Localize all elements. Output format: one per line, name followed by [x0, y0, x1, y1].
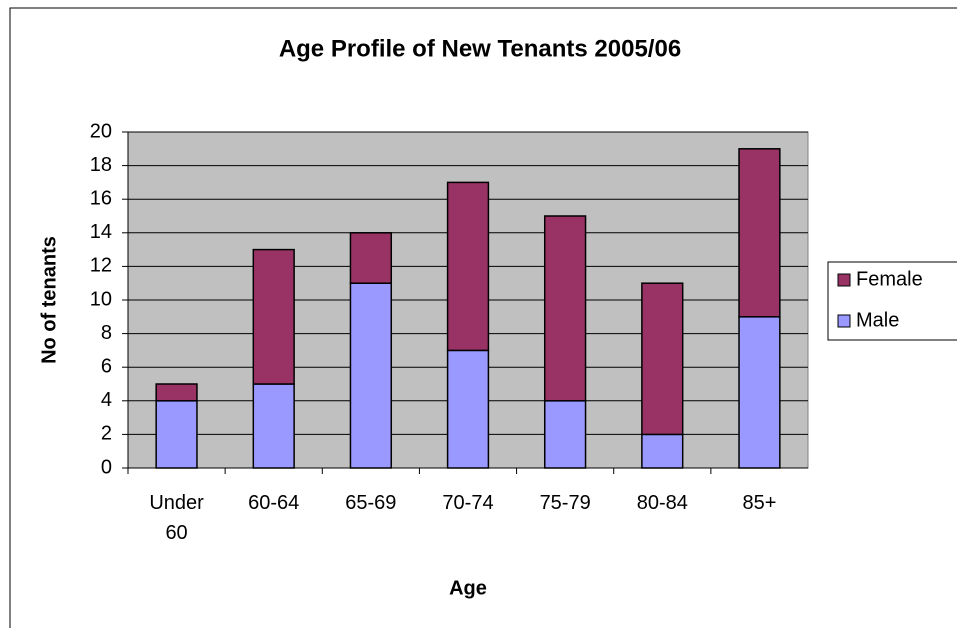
y-tick-label: 8	[101, 322, 112, 344]
x-tick-label: 60-64	[248, 492, 300, 514]
x-tick-label: 75-79	[539, 492, 591, 514]
y-tick-label: 18	[90, 154, 112, 176]
bar-segment	[155, 400, 198, 469]
bar-segment	[543, 400, 587, 469]
bar-segment	[641, 433, 684, 469]
bar-segment	[252, 383, 295, 469]
bar-segment	[446, 181, 490, 352]
y-tick-label: 14	[90, 221, 112, 243]
y-tick-label: 6	[101, 355, 112, 377]
x-tick-label: 70-74	[442, 492, 494, 514]
legend-label: Female	[856, 268, 923, 290]
bar-segment	[641, 282, 684, 436]
y-tick-label: 20	[90, 120, 112, 142]
x-tick-label: 65-69	[345, 492, 397, 514]
y-axis-label: No of tenants	[38, 236, 60, 364]
bar-segment	[738, 148, 781, 318]
bar-segment	[155, 383, 198, 402]
y-tick-label: 4	[101, 389, 112, 411]
legend-swatch	[837, 273, 851, 287]
bar-segment	[349, 232, 393, 284]
chart-border	[9, 7, 957, 628]
y-tick-label: 10	[90, 288, 112, 310]
y-tick-label: 2	[101, 423, 112, 445]
y-tick-label: 12	[90, 255, 112, 277]
bar-segment	[446, 349, 490, 469]
bar-segment	[349, 282, 393, 469]
y-tick-label: 0	[101, 456, 112, 478]
x-axis-label: Age	[449, 577, 487, 599]
bar-segment	[252, 248, 295, 385]
chart-title: Age Profile of New Tenants 2005/06	[279, 35, 681, 62]
bar-segment	[738, 316, 781, 469]
legend-swatch	[837, 314, 851, 328]
x-tick-label: 80-84	[636, 492, 688, 514]
bar-segment	[543, 215, 587, 402]
legend-label: Male	[856, 309, 899, 331]
y-tick-label: 16	[90, 187, 112, 209]
x-tick-label: Under 60	[149, 492, 204, 544]
x-tick-label: 85+	[742, 492, 777, 514]
